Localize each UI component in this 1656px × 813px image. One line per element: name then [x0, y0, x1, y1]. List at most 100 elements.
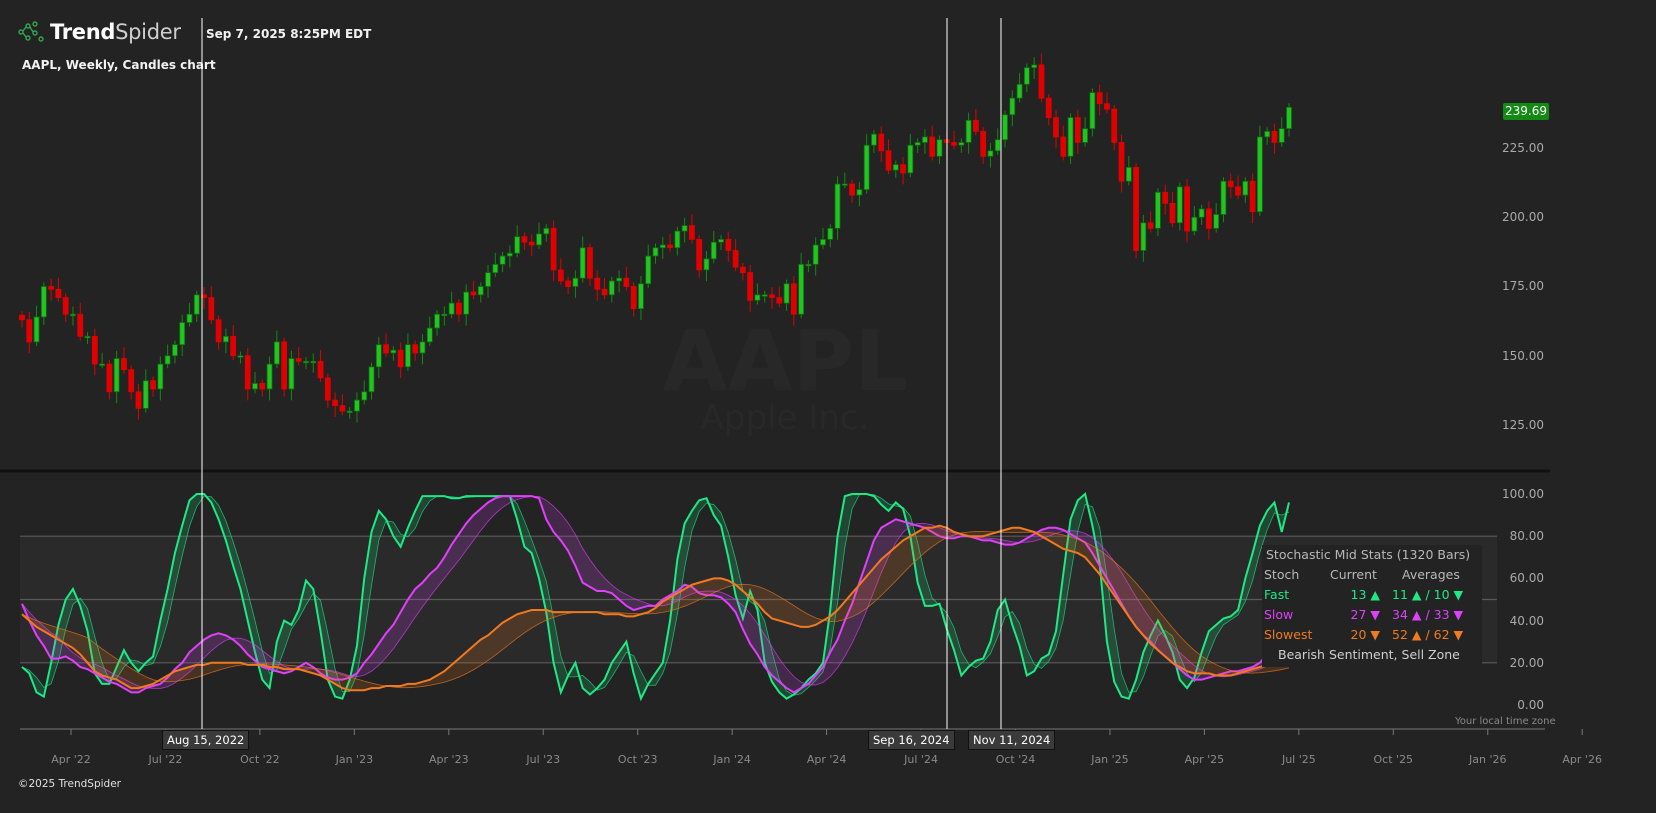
candle-body — [91, 335, 98, 365]
candle — [994, 128, 1001, 155]
marker-date-label-2: Sep 16, 2024 — [868, 730, 955, 750]
candle — [914, 138, 921, 153]
candle-body — [1023, 67, 1030, 85]
candle — [703, 251, 710, 282]
candle — [1235, 175, 1241, 200]
candle — [900, 156, 906, 185]
candle-body — [623, 277, 630, 287]
candle — [732, 239, 739, 272]
candle-body — [849, 183, 856, 196]
candle-body — [193, 294, 200, 315]
candle-body — [1104, 103, 1110, 110]
candle-body — [383, 344, 389, 354]
candle-body — [1067, 117, 1074, 157]
row-name: Slowest — [1264, 627, 1313, 642]
candle — [601, 277, 608, 299]
candle — [135, 384, 142, 420]
candle-body — [681, 225, 688, 232]
candle-body — [907, 144, 914, 174]
candle-body — [405, 344, 411, 368]
slow-line — [21, 495, 1290, 694]
candle — [1060, 125, 1067, 161]
row-averages: 52 ▲ / 62 ▼ — [1392, 627, 1464, 642]
candle — [1278, 117, 1285, 147]
candle-body — [1133, 166, 1139, 251]
price-tick: 125.00 — [1502, 418, 1544, 432]
candle-body — [1009, 97, 1016, 116]
candle-body — [980, 130, 987, 157]
candle — [681, 217, 688, 243]
candle-body — [1140, 222, 1147, 251]
candle — [288, 350, 295, 401]
candle-body — [514, 236, 521, 254]
marker-date-label-3: Nov 11, 2024 — [968, 730, 1056, 750]
candle-body — [754, 294, 761, 301]
candle — [1009, 90, 1016, 127]
header-current: Current — [1330, 567, 1377, 582]
candle — [1147, 211, 1154, 233]
candle-body — [259, 383, 266, 390]
candle — [1206, 201, 1212, 240]
candle — [623, 266, 630, 291]
candle — [630, 282, 637, 317]
x-tick-label: Jul '22 — [148, 753, 183, 766]
candle-body — [739, 266, 746, 274]
candle — [812, 237, 819, 276]
candle-body — [455, 302, 462, 315]
candle-body — [936, 139, 943, 157]
indicator-tick: 40.00 — [1509, 614, 1544, 628]
candle-body — [164, 355, 171, 365]
candle — [434, 310, 440, 336]
candle — [849, 179, 856, 203]
candle-body — [266, 363, 273, 390]
candle — [405, 333, 411, 371]
candle-body — [761, 294, 768, 297]
candle — [907, 133, 914, 178]
candle-body — [652, 247, 659, 257]
candle-body — [419, 341, 426, 354]
candle — [368, 362, 375, 400]
candle — [230, 325, 237, 360]
candle — [805, 260, 812, 273]
candle-body — [820, 239, 826, 246]
candle-body — [48, 286, 55, 290]
candle — [259, 379, 266, 397]
candle — [1169, 192, 1176, 227]
candle-body — [33, 316, 40, 343]
candle-body — [994, 139, 1001, 152]
candle-body — [215, 319, 222, 343]
candle — [1184, 179, 1190, 243]
candle — [587, 243, 593, 286]
candle-body — [790, 283, 797, 315]
candle-body — [885, 150, 892, 171]
candle — [244, 347, 251, 401]
candle-body — [718, 239, 724, 243]
candle-body — [674, 230, 681, 249]
row-current: 20 ▼ — [1350, 627, 1381, 642]
candle-body — [310, 360, 317, 364]
candle-body — [703, 258, 710, 271]
candle — [798, 252, 805, 319]
candle — [1038, 53, 1045, 103]
candle — [1155, 188, 1161, 237]
candle-body — [608, 280, 615, 296]
candle — [1140, 215, 1147, 262]
candle-body — [1213, 214, 1220, 229]
candle-body — [900, 164, 906, 174]
sentiment-label: Bearish Sentiment, Sell Zone — [1278, 647, 1460, 662]
candle-body — [485, 272, 491, 287]
candle-body — [572, 277, 579, 287]
candle-body — [390, 349, 397, 354]
candle-body — [871, 133, 877, 146]
candle — [1176, 182, 1183, 231]
candle — [303, 357, 309, 370]
candle-body — [1089, 92, 1096, 130]
row-averages: 34 ▲ / 33 ▼ — [1392, 607, 1464, 622]
x-tick-label: Apr '24 — [806, 753, 847, 766]
candle — [91, 328, 98, 376]
candle-body — [230, 335, 237, 357]
candle — [441, 306, 448, 326]
candle — [1089, 88, 1096, 137]
candle-body — [1256, 136, 1263, 213]
